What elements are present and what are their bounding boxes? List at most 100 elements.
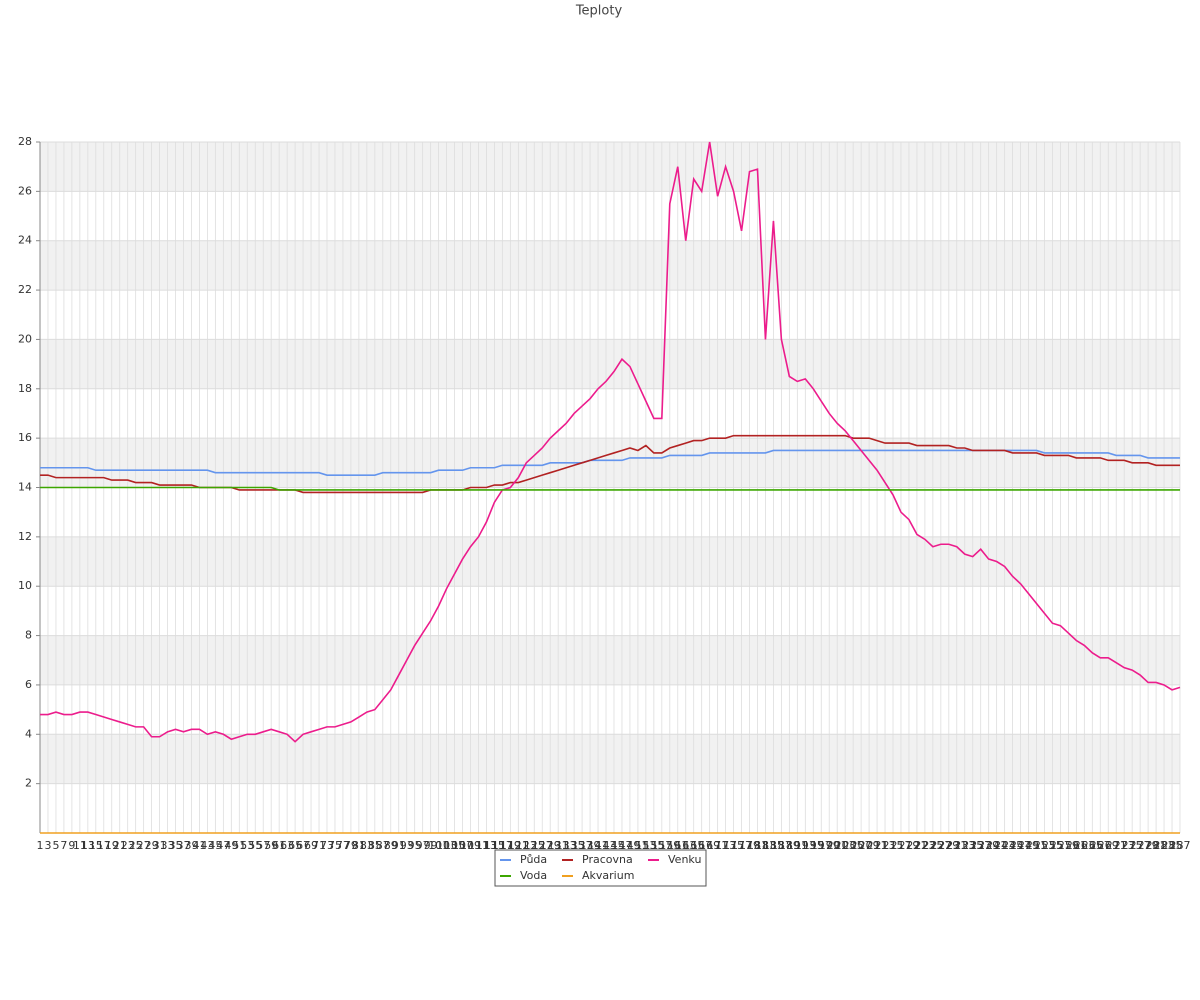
x-tick-label: 15 — [89, 839, 103, 852]
x-tick-label: 75 — [328, 839, 342, 852]
x-tick-label: 177 — [731, 839, 752, 852]
x-tick-label: 63 — [280, 839, 294, 852]
plot-band — [40, 240, 1180, 291]
x-tick-label: 133 — [556, 839, 577, 852]
x-tick-label: 241 — [986, 839, 1007, 852]
x-tick-label: 123 — [516, 839, 537, 852]
y-tick-label: 28 — [18, 135, 32, 148]
x-tick-label: 69 — [304, 839, 318, 852]
x-tick-label: 89 — [384, 839, 398, 852]
x-tick-label: 117 — [492, 839, 513, 852]
x-tick-label: 17 — [97, 839, 111, 852]
x-tick-label: 267 — [1090, 839, 1111, 852]
x-tick-label: 231 — [946, 839, 967, 852]
x-tick-label: 105 — [444, 839, 465, 852]
x-tick-label: 249 — [1018, 839, 1039, 852]
x-tick-label: 223 — [914, 839, 935, 852]
y-tick-label: 4 — [25, 727, 32, 740]
x-tick-label: 189 — [779, 839, 800, 852]
x-tick-label: 157 — [651, 839, 672, 852]
y-tick-label: 6 — [25, 678, 32, 691]
x-tick-label: 131 — [548, 839, 569, 852]
x-tick-label: 29 — [145, 839, 159, 852]
x-tick-label: 179 — [739, 839, 760, 852]
x-tick-label: 81 — [352, 839, 366, 852]
y-tick-label: 14 — [18, 481, 32, 494]
x-tick-label: 185 — [763, 839, 784, 852]
x-tick-label: 45 — [208, 839, 222, 852]
x-tick-label: 171 — [707, 839, 728, 852]
x-tick-label: 281 — [1146, 839, 1167, 852]
y-tick-label: 26 — [18, 184, 32, 197]
x-tick-label: 135 — [564, 839, 585, 852]
x-tick-label: 225 — [922, 839, 943, 852]
y-tick-label: 20 — [18, 332, 32, 345]
x-tick-label: 31 — [153, 839, 167, 852]
y-tick-label: 24 — [18, 234, 32, 247]
x-tick-label: 71 — [312, 839, 326, 852]
x-tick-label: 239 — [978, 839, 999, 852]
x-tick-label: 91 — [392, 839, 406, 852]
x-tick-label: 247 — [1010, 839, 1031, 852]
x-tick-label: 211 — [867, 839, 888, 852]
x-tick-label: 61 — [272, 839, 286, 852]
series-line — [40, 486, 1180, 491]
x-tick-label: 97 — [416, 839, 430, 852]
x-tick-label: 137 — [572, 839, 593, 852]
x-tick-label: 79 — [344, 839, 358, 852]
x-tick-label: 3 — [44, 839, 51, 852]
x-tick-label: 161 — [667, 839, 688, 852]
x-tick-label: 87 — [376, 839, 390, 852]
x-tick-label: 159 — [659, 839, 680, 852]
x-tick-label: 275 — [1122, 839, 1143, 852]
x-tick-label: 11 — [73, 839, 87, 852]
x-tick-label: 35 — [169, 839, 183, 852]
x-tick-label: 261 — [1066, 839, 1087, 852]
x-tick-label: 285 — [1162, 839, 1183, 852]
x-tick-label: 125 — [524, 839, 545, 852]
x-tick-label: 229 — [938, 839, 959, 852]
series-line — [40, 141, 1181, 743]
x-tick-label: 173 — [715, 839, 736, 852]
x-tick-label: 187 — [771, 839, 792, 852]
legend-label: Půda — [520, 853, 547, 866]
x-tick-label: 47 — [216, 839, 230, 852]
x-tick-label: 221 — [906, 839, 927, 852]
x-tick-label: 141 — [588, 839, 609, 852]
x-tick-label: 53 — [240, 839, 254, 852]
x-tick-label: 5 — [52, 839, 59, 852]
legend-label: Akvarium — [582, 869, 634, 882]
x-tick-label: 219 — [898, 839, 919, 852]
x-tick-label: 245 — [1002, 839, 1023, 852]
x-tick-label: 9 — [68, 839, 75, 852]
x-tick-label: 209 — [859, 839, 880, 852]
x-tick-label: 19 — [105, 839, 119, 852]
x-tick-label: 95 — [408, 839, 422, 852]
x-tick-label: 1 — [37, 839, 44, 852]
x-tick-label: 41 — [192, 839, 206, 852]
x-tick-label: 57 — [256, 839, 270, 852]
x-tick-label: 269 — [1098, 839, 1119, 852]
x-tick-label: 243 — [994, 839, 1015, 852]
y-tick-label: 18 — [18, 382, 32, 395]
y-tick-label: 8 — [25, 629, 32, 642]
x-tick-label: 51 — [232, 839, 246, 852]
x-tick-label: 25 — [129, 839, 143, 852]
x-tick-label: 127 — [532, 839, 553, 852]
x-tick-label: 199 — [819, 839, 840, 852]
x-tick-label: 39 — [184, 839, 198, 852]
x-tick-label: 67 — [296, 839, 310, 852]
x-tick-label: 215 — [883, 839, 904, 852]
chart-title: Teploty — [575, 4, 623, 19]
x-tick-label: 193 — [795, 839, 816, 852]
x-tick-label: 27 — [137, 839, 151, 852]
x-tick-label: 139 — [580, 839, 601, 852]
x-tick-label: 175 — [723, 839, 744, 852]
plot-band — [40, 536, 1180, 587]
x-tick-label: 287 — [1170, 839, 1191, 852]
x-tick-label: 109 — [460, 839, 481, 852]
x-tick-label: 237 — [970, 839, 991, 852]
y-tick-label: 16 — [18, 431, 32, 444]
x-tick-label: 73 — [320, 839, 334, 852]
